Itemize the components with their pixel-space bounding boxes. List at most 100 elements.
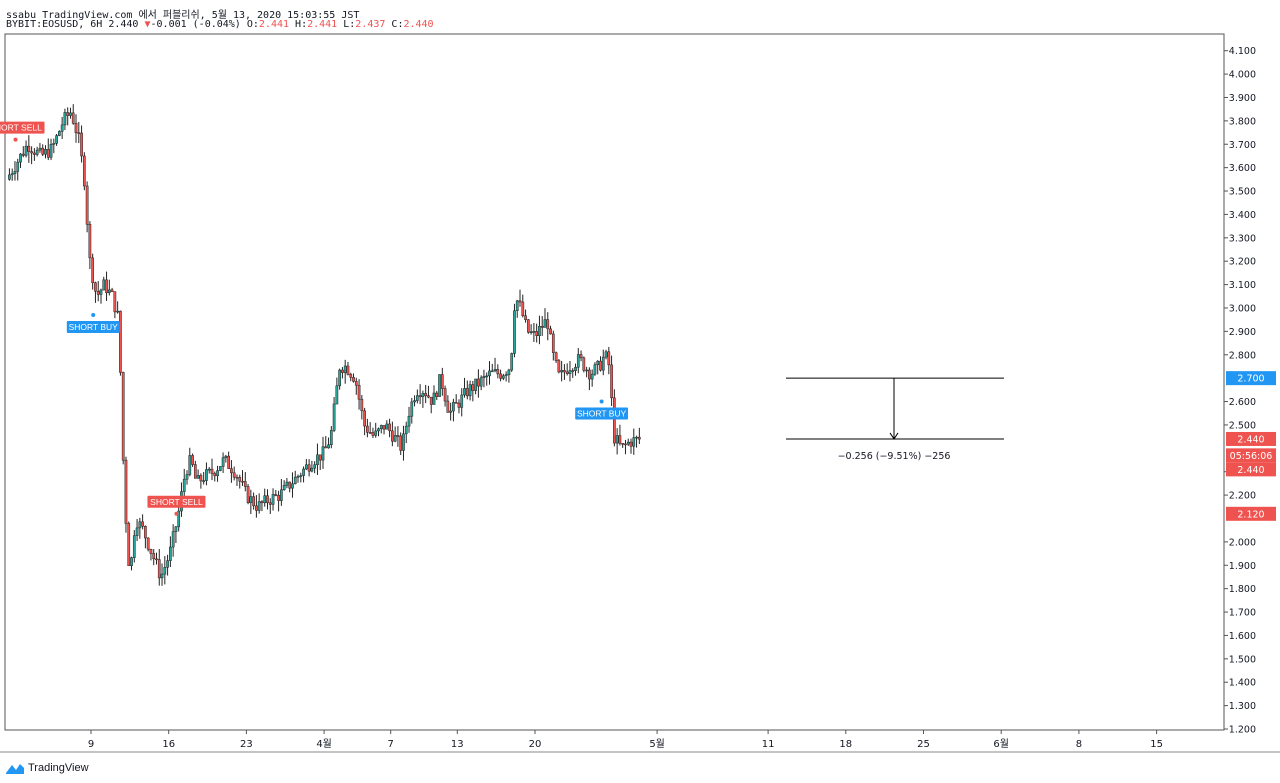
- candle-body: [507, 369, 511, 375]
- candle-body: [171, 531, 175, 548]
- candle-body: [91, 257, 95, 283]
- candle-body: [341, 369, 344, 373]
- candle-body: [33, 152, 36, 155]
- candle-body: [329, 430, 333, 446]
- candle-body: [230, 468, 233, 474]
- candle-body: [421, 393, 425, 398]
- price-axis-label: [1226, 448, 1276, 463]
- candle-body: [144, 526, 147, 539]
- candle-body: [615, 435, 619, 444]
- plot-area[interactable]: [4, 33, 1225, 731]
- candle-body: [163, 567, 167, 575]
- change-down-icon: ▼: [144, 19, 151, 30]
- candle-body: [418, 395, 422, 398]
- candle-body: [499, 373, 502, 379]
- candle-body: [585, 369, 588, 372]
- candle-body: [149, 548, 153, 554]
- measure-label: −0.256 (−9.51%) −256: [838, 451, 951, 462]
- x-tick-label: 20: [529, 739, 542, 750]
- candle-body: [510, 353, 514, 371]
- y-tick-label: 1.700: [1229, 608, 1256, 619]
- y-tick-label: 3.600: [1229, 163, 1256, 174]
- price-axis-label-text: 2.440: [1237, 465, 1264, 476]
- y-tick-label: 1.800: [1229, 584, 1256, 595]
- candle-body: [632, 437, 636, 447]
- short-buy-marker[interactable]: [66, 320, 120, 333]
- candle-body: [321, 446, 325, 461]
- candle-body: [604, 351, 608, 358]
- candle-body: [515, 300, 519, 311]
- x-tick-label: 4월: [316, 738, 332, 750]
- candle-body: [490, 370, 494, 373]
- candle-body: [524, 315, 527, 321]
- candle-body: [318, 454, 322, 461]
- y-tick-label: 3.500: [1229, 187, 1256, 198]
- candle-body: [141, 521, 144, 527]
- measure-arrow-head: [889, 432, 899, 440]
- short-sell-marker[interactable]: [0, 121, 45, 134]
- candle-body: [227, 455, 230, 469]
- brand-label[interactable]: TradingView: [28, 762, 89, 774]
- candle-body: [626, 441, 630, 445]
- candle-body: [191, 455, 194, 465]
- x-tick-label: 8: [1076, 739, 1082, 750]
- candle-body: [343, 365, 347, 373]
- candle-body: [282, 485, 286, 491]
- candle-body: [80, 132, 83, 157]
- y-tick-label: 2.500: [1229, 420, 1256, 431]
- candle-body: [274, 494, 278, 496]
- candle-body: [285, 481, 289, 486]
- candle-body: [404, 425, 408, 435]
- candle-body: [379, 425, 383, 429]
- candle-body: [271, 494, 275, 505]
- candle-body: [246, 486, 250, 503]
- candle-body: [360, 398, 364, 412]
- candle-body: [38, 147, 42, 151]
- short-buy-marker[interactable]: [575, 407, 628, 420]
- candle-body: [624, 443, 627, 446]
- candle-body: [21, 153, 25, 156]
- candle-body: [35, 149, 39, 155]
- candle-body: [238, 477, 242, 482]
- candle-body: [302, 468, 305, 476]
- candle-body: [352, 377, 355, 382]
- candle-body: [460, 394, 464, 408]
- candle-body: [374, 430, 378, 436]
- candle-body: [205, 469, 208, 481]
- candle-body: [576, 354, 580, 368]
- y-tick-label: 1.600: [1229, 631, 1256, 642]
- x-tick-label: 15: [1150, 739, 1163, 750]
- y-tick-label: 3.000: [1229, 303, 1256, 314]
- candle-body: [218, 466, 222, 471]
- candle-body: [540, 326, 544, 328]
- candle-body: [396, 435, 400, 437]
- candle-body: [169, 546, 172, 561]
- candle-body: [255, 505, 258, 511]
- candle-body: [277, 494, 280, 501]
- candle-body: [19, 153, 22, 163]
- marker-label: SHORT BUY: [577, 409, 627, 419]
- marker-label: SHORT BUY: [69, 322, 119, 332]
- candle-body: [49, 143, 53, 158]
- candle-body: [368, 432, 372, 434]
- candle-body: [85, 185, 89, 225]
- candle-body: [438, 374, 441, 397]
- y-tick-label: 1.400: [1229, 678, 1256, 689]
- candle-body: [157, 559, 161, 579]
- candle-body: [55, 135, 58, 144]
- high-value: 2.441: [307, 19, 338, 30]
- candle-body: [24, 145, 28, 156]
- short-sell-marker[interactable]: [147, 495, 206, 508]
- candle-body: [488, 370, 491, 377]
- low-label: L:: [343, 19, 356, 30]
- candle-body: [16, 161, 20, 172]
- x-tick-label: 11: [762, 739, 775, 750]
- candle-body: [518, 300, 522, 303]
- y-tick-label: 2.000: [1229, 537, 1256, 548]
- candle-body: [407, 415, 411, 427]
- candle-body: [130, 557, 133, 566]
- y-tick-label: 4.000: [1229, 70, 1256, 81]
- candle-body: [521, 301, 525, 317]
- candle-body: [102, 279, 106, 291]
